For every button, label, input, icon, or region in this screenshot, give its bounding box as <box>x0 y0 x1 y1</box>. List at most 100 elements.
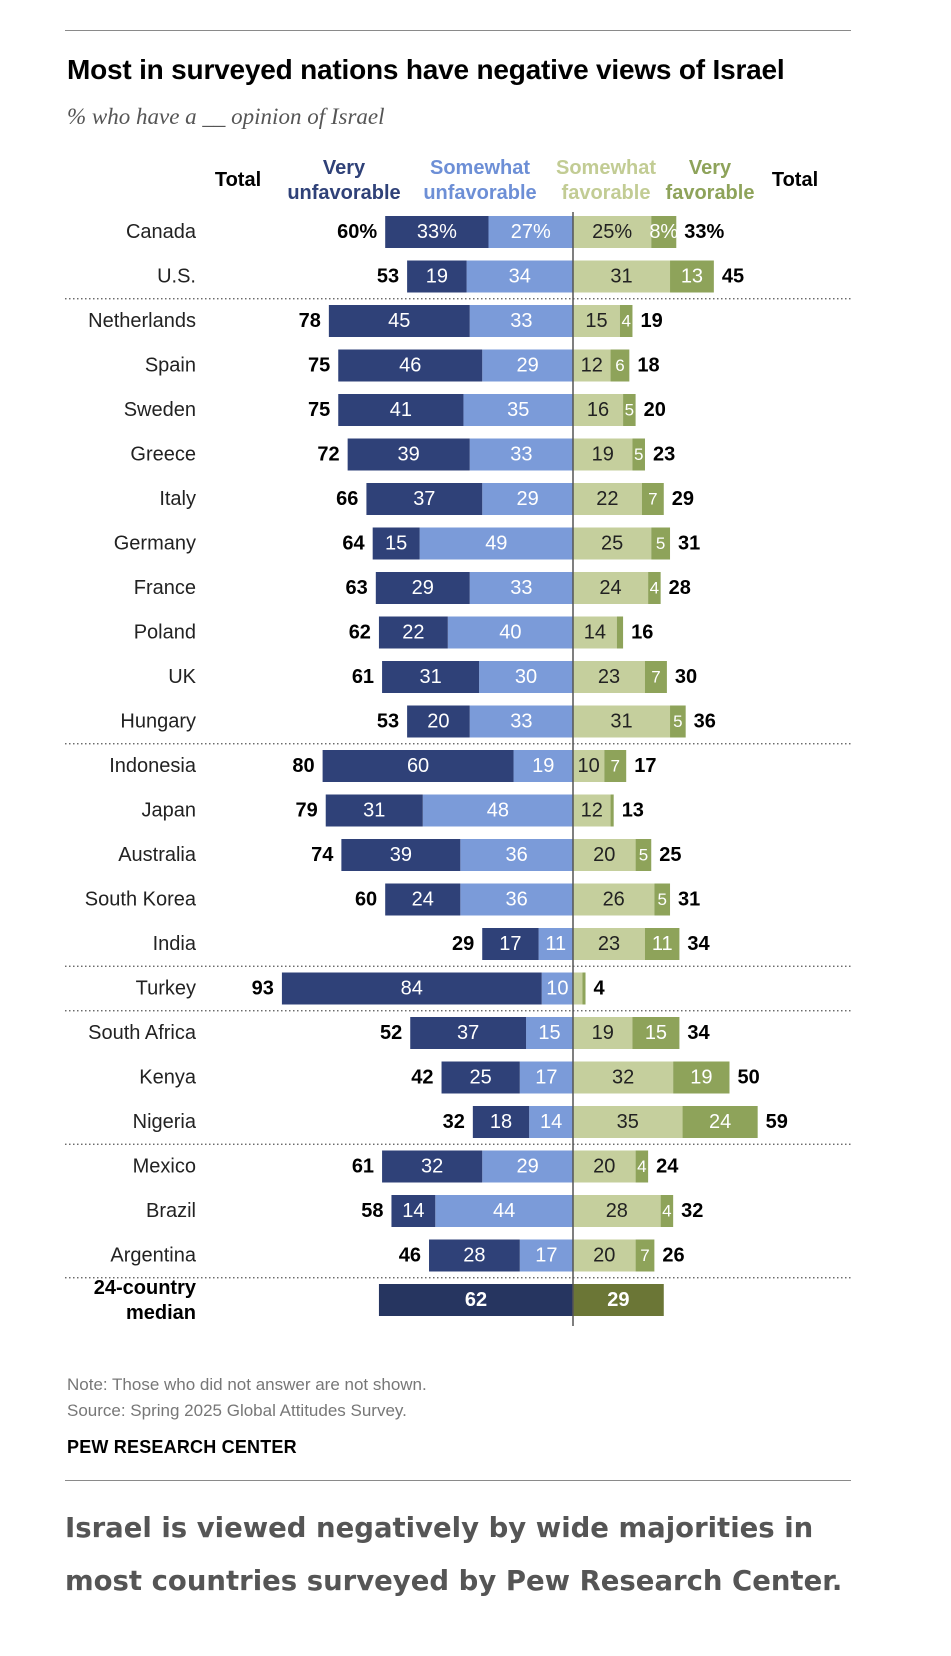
bar-very-unfavorable <box>322 750 514 782</box>
top-rule <box>65 30 851 31</box>
bar-very-unfavorable <box>372 527 420 560</box>
value-label-very-favorable: 7 <box>611 757 620 776</box>
value-label-very-favorable: 5 <box>657 890 666 909</box>
total-favorable: 4 <box>594 978 606 1000</box>
total-favorable: 59 <box>766 1111 788 1133</box>
bar-very-favorable <box>619 305 633 337</box>
value-label-very-unfavorable: 84 <box>401 978 423 1000</box>
bar-median-favorable <box>573 1284 664 1316</box>
value-label-somewhat-favorable: 32 <box>612 1067 634 1089</box>
chart-subtitle: % who have a __ opinion of Israel <box>67 104 385 129</box>
total-unfavorable: 72 <box>317 444 339 466</box>
value-label-somewhat-favorable: 24 <box>599 577 621 599</box>
bar-somewhat-unfavorable <box>460 839 573 871</box>
bar-very-favorable <box>610 349 630 382</box>
total-unfavorable: 60% <box>337 221 377 243</box>
bar-very-unfavorable <box>366 483 483 515</box>
total-favorable: 29 <box>672 488 694 510</box>
country-label: France <box>134 577 196 599</box>
total-unfavorable: 75 <box>308 355 330 377</box>
bar-very-favorable <box>670 705 686 738</box>
bar-somewhat-unfavorable <box>519 1061 573 1094</box>
bar-very-favorable <box>616 616 624 649</box>
value-label-very-unfavorable: 15 <box>385 533 407 555</box>
bar-very-unfavorable <box>338 349 483 382</box>
value-label-very-favorable: 7 <box>651 668 660 687</box>
bar-somewhat-favorable <box>573 1195 661 1227</box>
bar-very-unfavorable <box>482 928 539 960</box>
value-label-somewhat-favorable: 14 <box>584 622 606 644</box>
total-favorable: 25 <box>659 844 681 866</box>
value-label-very-favorable: 7 <box>648 490 657 509</box>
country-label: Turkey <box>136 978 196 1000</box>
bar-somewhat-favorable <box>573 1017 633 1049</box>
value-label-somewhat-unfavorable: 29 <box>516 1156 538 1178</box>
bar-somewhat-favorable <box>573 928 645 960</box>
bar-somewhat-unfavorable <box>463 394 573 426</box>
bar-somewhat-unfavorable <box>469 438 573 471</box>
bar-very-unfavorable <box>382 1150 483 1183</box>
bar-somewhat-favorable <box>573 305 620 337</box>
bar-very-unfavorable <box>429 1239 520 1272</box>
total-favorable: 31 <box>678 889 700 911</box>
value-label-very-favorable: 5 <box>673 712 682 731</box>
value-label-very-unfavorable: 25 <box>470 1067 492 1089</box>
value-label-very-unfavorable: 22 <box>402 622 424 644</box>
header-very-favorable: Very <box>689 157 732 179</box>
country-label: Argentina <box>110 1245 196 1267</box>
total-favorable: 30 <box>675 666 697 688</box>
bar-very-unfavorable <box>281 972 542 1005</box>
total-favorable: 33% <box>684 221 724 243</box>
value-label-very-favorable: 4 <box>621 312 630 331</box>
bar-somewhat-favorable <box>573 438 633 471</box>
bar-somewhat-unfavorable <box>488 216 573 248</box>
value-label-somewhat-favorable: 16 <box>587 399 609 421</box>
bar-somewhat-unfavorable <box>541 972 573 1005</box>
total-favorable: 45 <box>722 266 744 288</box>
value-label-somewhat-favorable: 19 <box>592 444 614 466</box>
total-unfavorable: 61 <box>352 1156 374 1178</box>
value-label-somewhat-favorable: 23 <box>598 666 620 688</box>
bar-somewhat-favorable <box>573 527 652 560</box>
bar-very-unfavorable <box>375 572 470 604</box>
value-label-somewhat-unfavorable: 36 <box>506 889 528 911</box>
bar-very-unfavorable <box>407 260 467 293</box>
value-label-very-favorable: 4 <box>662 1202 671 1221</box>
value-label-very-favorable: 5 <box>639 846 648 865</box>
value-label-somewhat-unfavorable: 33 <box>510 711 532 733</box>
bar-very-favorable <box>635 1239 655 1272</box>
value-label-somewhat-unfavorable: 33 <box>510 310 532 332</box>
total-unfavorable: 63 <box>346 577 368 599</box>
bar-somewhat-unfavorable <box>519 1239 573 1272</box>
value-label-very-unfavorable: 32 <box>421 1156 443 1178</box>
bar-very-favorable <box>610 794 614 827</box>
header-somewhat-favorable: Somewhat <box>556 157 656 179</box>
value-label-very-favorable: 7 <box>640 1246 649 1265</box>
total-favorable: 23 <box>653 444 675 466</box>
bar-very-unfavorable <box>391 1195 436 1227</box>
total-favorable: 31 <box>678 533 700 555</box>
value-label-very-favorable: 19 <box>690 1067 712 1089</box>
total-favorable: 34 <box>687 933 710 955</box>
bar-very-unfavorable <box>378 616 448 649</box>
country-label: Greece <box>130 444 196 466</box>
country-label: Kenya <box>139 1067 197 1089</box>
total-favorable: 17 <box>634 755 656 777</box>
bar-somewhat-favorable <box>573 1239 636 1272</box>
country-label: Indonesia <box>109 755 197 777</box>
value-label-somewhat-unfavorable: 40 <box>499 622 521 644</box>
bar-very-unfavorable <box>385 216 489 248</box>
value-label-very-unfavorable: 37 <box>457 1022 479 1044</box>
total-favorable: 28 <box>669 577 691 599</box>
bar-somewhat-unfavorable <box>469 305 573 337</box>
value-label-somewhat-unfavorable: 17 <box>535 1067 557 1089</box>
value-label-somewhat-unfavorable: 11 <box>545 933 566 955</box>
bar-median-unfavorable <box>378 1284 573 1316</box>
header-total-right: Total <box>772 169 818 191</box>
value-label-somewhat-unfavorable: 10 <box>546 978 568 1000</box>
diverging-bar-chart: Total Very unfavorable Somewhat unfavorable S… <box>65 157 851 1326</box>
country-label: Sweden <box>124 399 196 421</box>
bar-somewhat-favorable <box>573 750 605 782</box>
value-label-somewhat-unfavorable: 33 <box>510 444 532 466</box>
bar-somewhat-favorable <box>573 1106 683 1138</box>
